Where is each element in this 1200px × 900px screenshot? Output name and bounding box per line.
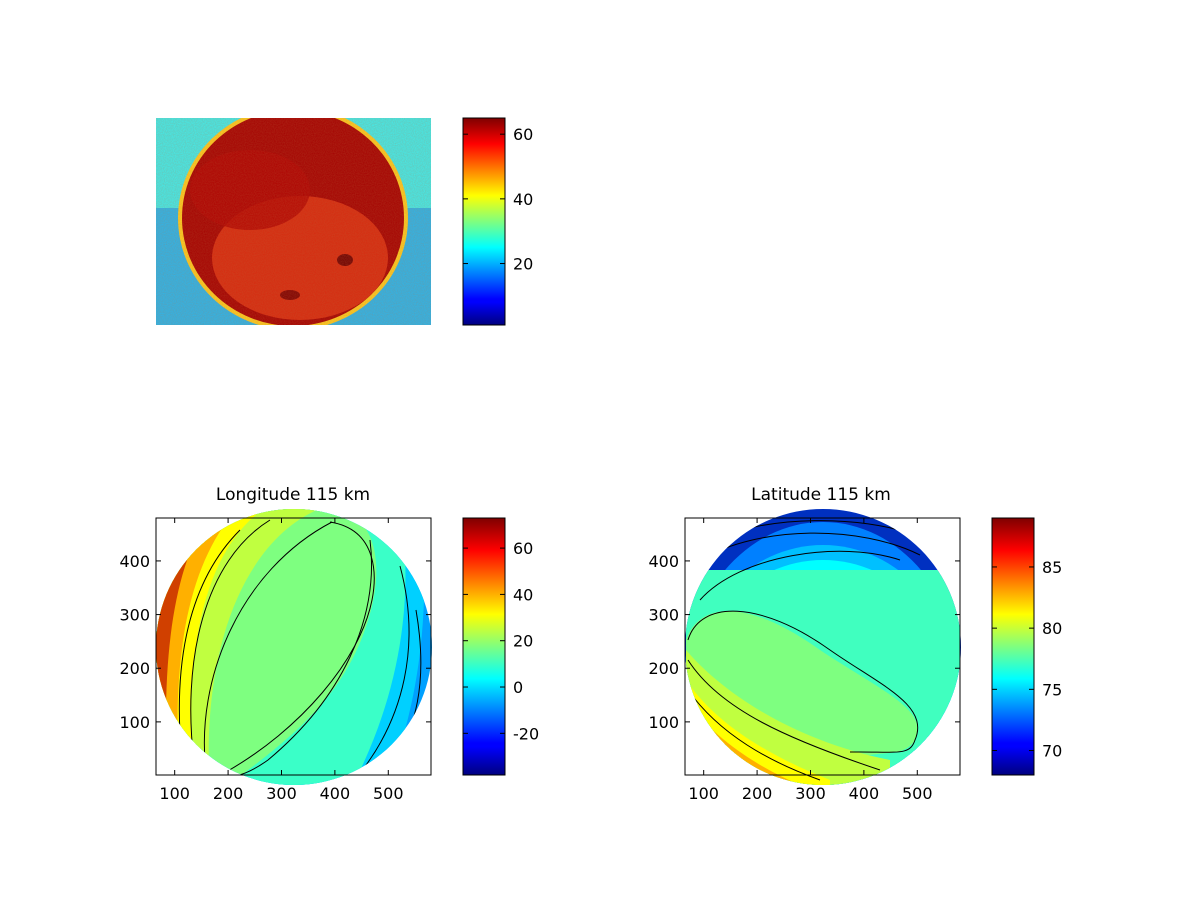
latitude-colorbar-ticks: 70 75 80 85 xyxy=(992,558,1062,761)
longitude-ticks: 100 200 300 400 500 100 200 300 400 xyxy=(119,518,431,803)
cb3-tick-label: 70 xyxy=(1042,742,1062,761)
latitude-title: Latitude 115 km xyxy=(751,485,891,505)
lon-xtick-label: 300 xyxy=(266,784,297,803)
cb3-tick-label: 80 xyxy=(1042,619,1062,638)
lat-ytick-label: 100 xyxy=(648,713,679,732)
lon-ytick-label: 300 xyxy=(119,606,150,625)
lon-xtick-label: 200 xyxy=(213,784,244,803)
longitude-colorbar xyxy=(463,518,505,775)
latitude-ticks: 100 200 300 400 500 100 200 300 400 xyxy=(648,518,960,803)
lat-ytick-label: 400 xyxy=(648,552,679,571)
lat-ytick-label: 300 xyxy=(648,606,679,625)
cb2-tick-label: 60 xyxy=(513,539,533,558)
image-area xyxy=(156,118,431,325)
lat-xtick-label: 300 xyxy=(795,784,826,803)
lat-xtick-label: 200 xyxy=(742,784,773,803)
longitude-colorbar-ticks: -20 0 20 40 60 xyxy=(463,539,539,743)
cb2-tick-label: 40 xyxy=(513,585,533,604)
lon-xtick-label: 400 xyxy=(320,784,351,803)
latitude-colorbar xyxy=(992,518,1034,775)
cb3-tick-label: 85 xyxy=(1042,558,1062,577)
cb2-tick-label: -20 xyxy=(513,724,539,743)
longitude-panel: Longitude 115 km 100 200 300 400 50010020030… xyxy=(119,485,539,803)
lat-xtick-label: 100 xyxy=(688,784,719,803)
lat-xtick-label: 500 xyxy=(902,784,933,803)
lon-xtick-label: 100 xyxy=(159,784,190,803)
cb3-tick-label: 75 xyxy=(1042,680,1062,699)
lat-ytick-label: 200 xyxy=(648,659,679,678)
lon-ytick-label: 200 xyxy=(119,659,150,678)
longitude-axes xyxy=(155,517,432,776)
cb2-tick-label: 0 xyxy=(513,678,523,697)
cb2-tick-label: 20 xyxy=(513,632,533,651)
cb1-tick-label: 40 xyxy=(513,190,533,209)
image-colorbar xyxy=(463,118,505,325)
longitude-title: Longitude 115 km xyxy=(216,485,370,505)
lon-xtick-label: 500 xyxy=(373,784,404,803)
image-colorbar-ticks: 20 40 60 xyxy=(463,125,533,274)
cb1-tick-label: 20 xyxy=(513,255,533,274)
latitude-field xyxy=(685,509,961,785)
longitude-field xyxy=(156,509,432,785)
lon-ytick-label: 400 xyxy=(119,552,150,571)
latitude-panel: Latitude 115 km 100 200 300 400 500 100 200 300… xyxy=(648,485,1062,803)
cb1-tick-label: 60 xyxy=(513,125,533,144)
lat-xtick-label: 400 xyxy=(849,784,880,803)
image-panel: 20 40 60 xyxy=(156,117,533,326)
lon-ytick-label: 100 xyxy=(119,713,150,732)
latitude-axes xyxy=(684,517,961,776)
